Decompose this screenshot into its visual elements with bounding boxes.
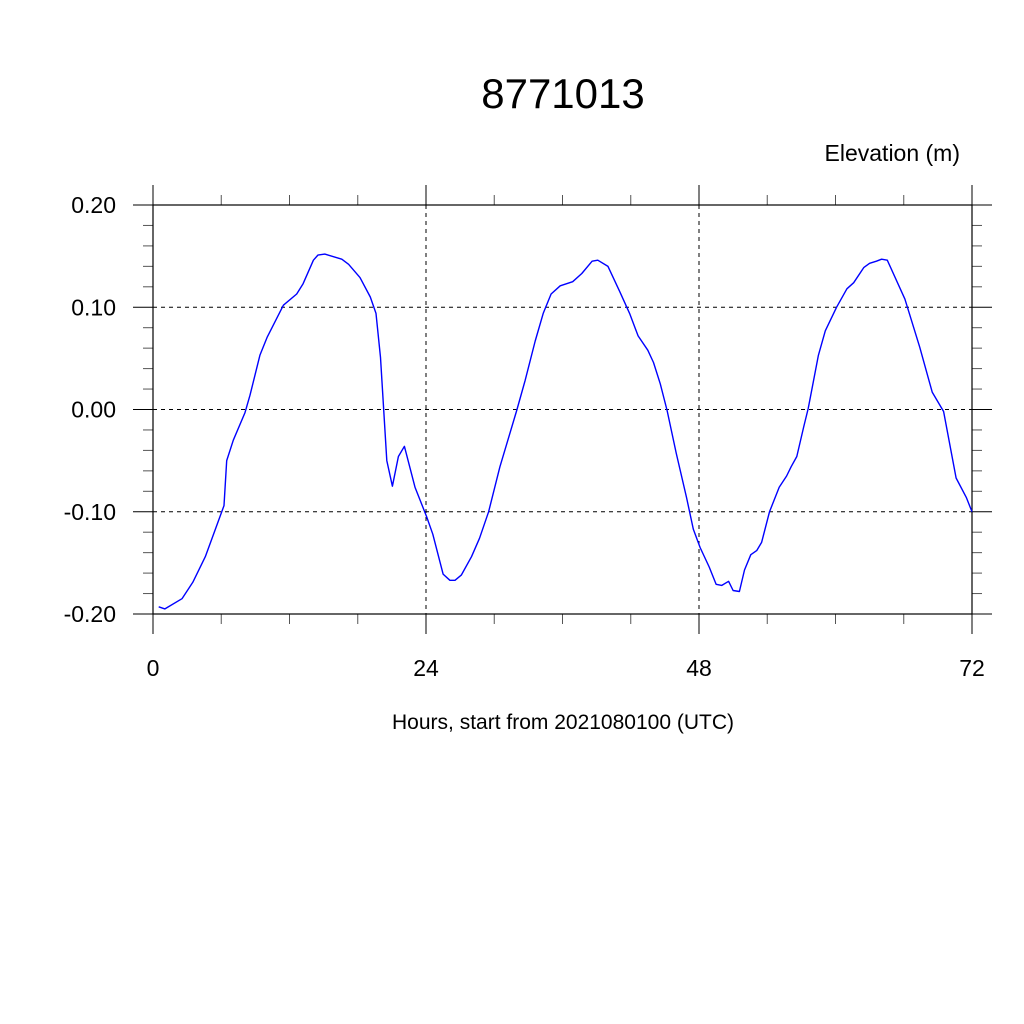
y-tick-label: 0.10	[71, 294, 116, 320]
y-tick-label: 0.20	[71, 192, 116, 218]
x-tick-label: 24	[413, 655, 439, 681]
ticks	[133, 185, 992, 634]
y-axis-label: Elevation (m)	[825, 140, 960, 166]
grid	[153, 204, 972, 615]
y-tick-label: -0.20	[64, 601, 116, 627]
y-tick-label: -0.10	[64, 499, 116, 525]
plot-frame	[152, 204, 973, 615]
y-tick-label: 0.00	[71, 397, 116, 423]
tick-labels: 0 24 48 72 -0.20 -0.10 0.00 0.10 0.20	[64, 192, 985, 681]
x-tick-label: 0	[147, 655, 160, 681]
series-group	[158, 253, 973, 610]
x-tick-label: 48	[686, 655, 712, 681]
x-axis-label: Hours, start from 2021080100 (UTC)	[392, 711, 734, 734]
x-tick-label: 72	[959, 655, 985, 681]
elevation-line	[158, 253, 973, 610]
chart-title: 8771013	[481, 70, 645, 117]
